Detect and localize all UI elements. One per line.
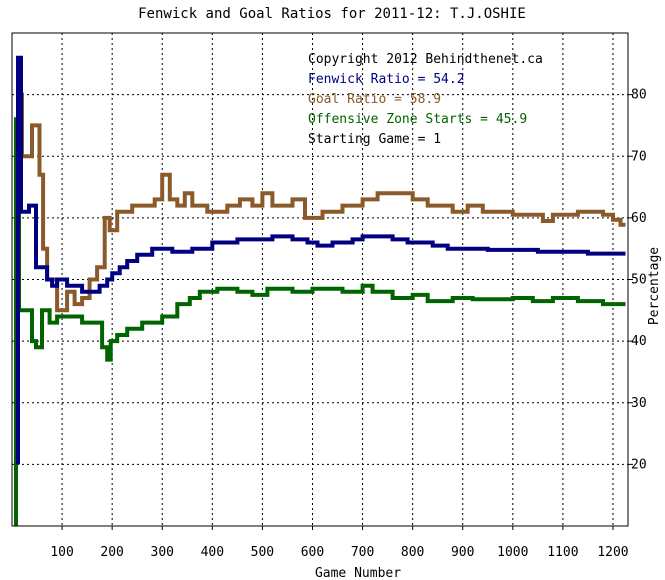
grid — [12, 33, 628, 526]
x-tick-label: 400 — [201, 545, 224, 560]
x-tick-label: 800 — [401, 545, 424, 560]
chart-title: Fenwick and Goal Ratios for 2011-12: T.J… — [138, 6, 526, 22]
y-axis-label: Percentage — [647, 247, 662, 325]
x-tick-label: 1000 — [497, 545, 528, 560]
x-tick-label: 900 — [451, 545, 474, 560]
fenwick-ratio-line — [16, 55, 626, 465]
offensive-zone-starts-legend: Offensive Zone Starts = 45.9 — [308, 112, 527, 127]
fenwick-ratio-legend: Fenwick Ratio = 54.2 — [308, 72, 465, 87]
x-tick-label: 600 — [301, 545, 324, 560]
x-tick-label: 1200 — [597, 545, 628, 560]
y-tick-label: 60 — [631, 211, 647, 226]
y-tick-label: 70 — [631, 149, 647, 164]
y-tick-label: 20 — [631, 457, 647, 472]
x-tick-label: 200 — [100, 545, 123, 560]
x-tick-label: 300 — [151, 545, 174, 560]
goal-ratio-legend: Goal Ratio = 58.9 — [308, 92, 441, 107]
x-tick-label: 500 — [251, 545, 274, 560]
y-axis-ticks: 20 30 40 50 60 70 80 — [628, 88, 647, 472]
y-tick-label: 50 — [631, 273, 647, 288]
goal-ratio-line — [16, 92, 626, 313]
x-tick-label: 100 — [50, 545, 73, 560]
y-tick-label: 40 — [631, 334, 647, 349]
series-lines — [14, 55, 626, 526]
x-tick-label: 700 — [351, 545, 374, 560]
legend-annotations: Copyright 2012 Behindthenet.ca Fenwick Ra… — [308, 52, 543, 147]
starting-game-note: Starting Game = 1 — [308, 132, 441, 147]
y-tick-label: 30 — [631, 396, 647, 411]
x-axis-ticks: 100 200 300 400 500 600 700 800 900 1000 1100 1200 — [50, 526, 629, 560]
x-axis-label: Game Number — [315, 566, 401, 580]
y-tick-label: 80 — [631, 88, 647, 103]
offensive-zone-starts-line — [14, 117, 626, 526]
x-tick-label: 1100 — [547, 545, 578, 560]
copyright-note: Copyright 2012 Behindthenet.ca — [308, 52, 543, 67]
plot-background — [12, 33, 628, 526]
